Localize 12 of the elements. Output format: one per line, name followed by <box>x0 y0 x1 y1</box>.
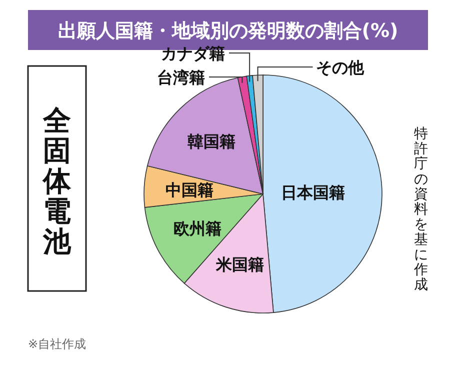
slice-label: 台湾籍 <box>157 68 205 87</box>
slice-label: 米国籍 <box>214 255 264 274</box>
slice-label: カナダ籍 <box>161 44 225 63</box>
slice-label: 韓国籍 <box>187 132 236 152</box>
text: 特許庁の資料を基に作成 <box>414 126 428 294</box>
slice-label: 中国籍 <box>165 180 214 200</box>
text: ※自社作成 <box>28 337 86 351</box>
slice-label: その他 <box>316 58 365 77</box>
slice-label: 欧州籍 <box>174 219 222 238</box>
chart-title: 出願人国籍・地域別の発明数の割合(%) <box>58 20 398 42</box>
slice-label: 日本国籍 <box>280 182 345 202</box>
text: 全固体電池 <box>42 104 72 258</box>
